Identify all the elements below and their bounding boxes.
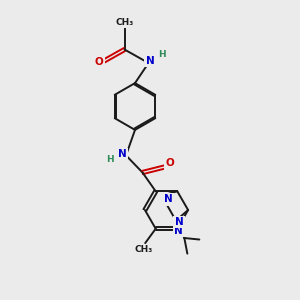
Text: CH₃: CH₃ xyxy=(116,18,134,27)
Text: N: N xyxy=(164,194,172,204)
Text: O: O xyxy=(166,158,175,169)
Text: H: H xyxy=(158,50,166,59)
Text: CH₃: CH₃ xyxy=(135,245,153,254)
Text: N: N xyxy=(174,226,183,236)
Text: H: H xyxy=(106,154,114,164)
Text: O: O xyxy=(94,57,103,68)
Text: N: N xyxy=(146,56,154,66)
Text: N: N xyxy=(175,217,183,227)
Text: N: N xyxy=(118,149,127,159)
